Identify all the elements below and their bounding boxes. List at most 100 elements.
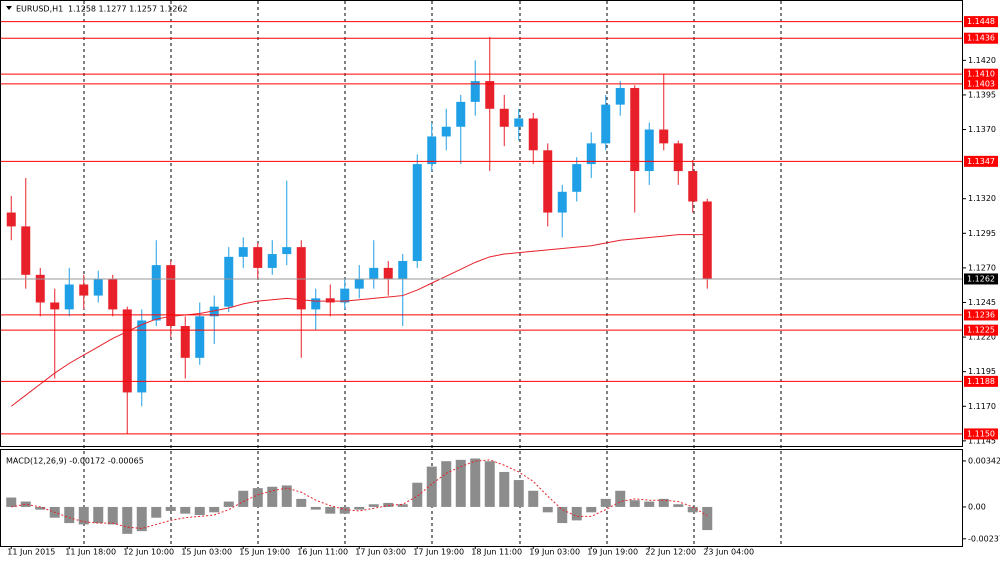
macd-bar (267, 486, 278, 507)
level-label: 1.1347 (967, 157, 995, 166)
candle-body (296, 247, 306, 310)
level-label-box (964, 78, 998, 90)
candle-body (6, 212, 16, 227)
candle-body (702, 201, 712, 279)
level-label-box (964, 68, 998, 80)
candle-body (673, 143, 683, 172)
candle-body (325, 298, 335, 303)
macd-bar (629, 500, 640, 507)
candle-body (137, 320, 147, 393)
y-tick-label: 1.1245 (968, 298, 996, 307)
macd-bar (252, 488, 263, 507)
candle-body (528, 118, 538, 151)
candle-body (369, 267, 379, 279)
moving-average (10, 234, 708, 407)
y-tick-label: 1.1370 (968, 125, 996, 134)
macd-bar (310, 506, 321, 510)
candle-body (224, 256, 234, 307)
y-tick-label: 0.00342 (968, 456, 1000, 465)
candle-body (441, 126, 451, 137)
x-tick-label: 19 Jun 03:00 (529, 548, 580, 557)
macd-bar (107, 506, 118, 525)
x-tick-label: 15 Jun 19:00 (239, 548, 290, 557)
level-label: 1.1436 (967, 34, 995, 43)
y-tick-label: 1.1145 (968, 436, 996, 445)
x-tick-label: 18 Jun 11:00 (471, 548, 522, 557)
macd-bar (586, 506, 597, 513)
candle-body (514, 118, 524, 127)
candle-body (557, 191, 567, 213)
candle-body (499, 108, 509, 127)
level-label: 1.1150 (967, 429, 995, 438)
candle-body (398, 260, 408, 279)
candle-body (50, 302, 60, 310)
candle-body (79, 284, 89, 296)
level-label: 1.1403 (967, 79, 995, 88)
level-label-box (964, 32, 998, 44)
macd-frame (0, 449, 963, 547)
menu-arrow[interactable] (6, 6, 12, 10)
level-label-box (964, 324, 998, 336)
macd-bar (368, 504, 379, 507)
macd-bar (499, 471, 510, 507)
x-tick-label: 23 Jun 04:00 (703, 548, 754, 557)
macd-bar (658, 498, 669, 507)
candle-body (64, 284, 74, 310)
y-tick-label: 1.1270 (968, 263, 996, 272)
candle-body (195, 316, 205, 358)
macd-bar (484, 461, 495, 507)
candle-body (601, 104, 611, 144)
x-tick-label: 17 Jun 19:00 (413, 548, 464, 557)
x-tick-label: 16 Jun 11:00 (297, 548, 348, 557)
macd-bar (441, 461, 452, 507)
macd-bar (238, 490, 249, 507)
candle-body (456, 101, 466, 127)
level-label: 1.1410 (967, 70, 995, 79)
macd-bar (281, 485, 292, 507)
main-frame (0, 0, 963, 447)
symbol-title: EURUSD,H1 (16, 5, 63, 14)
macd-bar (325, 506, 336, 514)
macd-bar (339, 506, 350, 514)
candle-body (644, 129, 654, 172)
macd-bar (35, 506, 46, 510)
macd-bar (615, 490, 626, 507)
candle-body (122, 309, 132, 393)
x-tick-label: 11 Jun 18:00 (65, 548, 116, 557)
candle-body (688, 171, 698, 202)
x-tick-label: 11 Jun 2015 (7, 548, 55, 557)
candle-body (253, 247, 263, 268)
macd-bar (296, 498, 307, 507)
x-tick-label: 22 Jun 12:00 (645, 548, 696, 557)
macd-bar (557, 506, 568, 524)
macd-bar (470, 458, 481, 507)
macd-bar (64, 506, 75, 524)
macd-bar (397, 504, 408, 507)
level-label-box (964, 16, 998, 28)
macd-bar (151, 506, 162, 518)
y-tick-label: 1.1295 (968, 229, 996, 238)
macd-bar (542, 506, 553, 513)
level-label: 1.1188 (967, 377, 995, 386)
y-tick-label: 1.1220 (968, 333, 996, 342)
candle-body (93, 278, 103, 296)
candle-body (282, 247, 292, 255)
macd-bar (20, 501, 31, 507)
macd-bar (209, 506, 220, 513)
macd-bar (600, 498, 611, 507)
macd-bar (194, 506, 205, 516)
level-label-box (964, 428, 998, 440)
macd-bar (412, 482, 423, 507)
candle-body (166, 265, 176, 327)
candle-body (586, 143, 596, 165)
y-tick-label: 1.1170 (968, 402, 996, 411)
y-tick-label: 1.1320 (968, 194, 996, 203)
y-tick-label: 0.00 (968, 502, 986, 511)
macd-bar (136, 506, 147, 532)
candle-body (35, 274, 45, 303)
candle-body (108, 278, 118, 310)
y-tick-label: 1.1195 (968, 367, 996, 376)
candle-body (427, 136, 437, 165)
macd-bar (528, 490, 539, 507)
